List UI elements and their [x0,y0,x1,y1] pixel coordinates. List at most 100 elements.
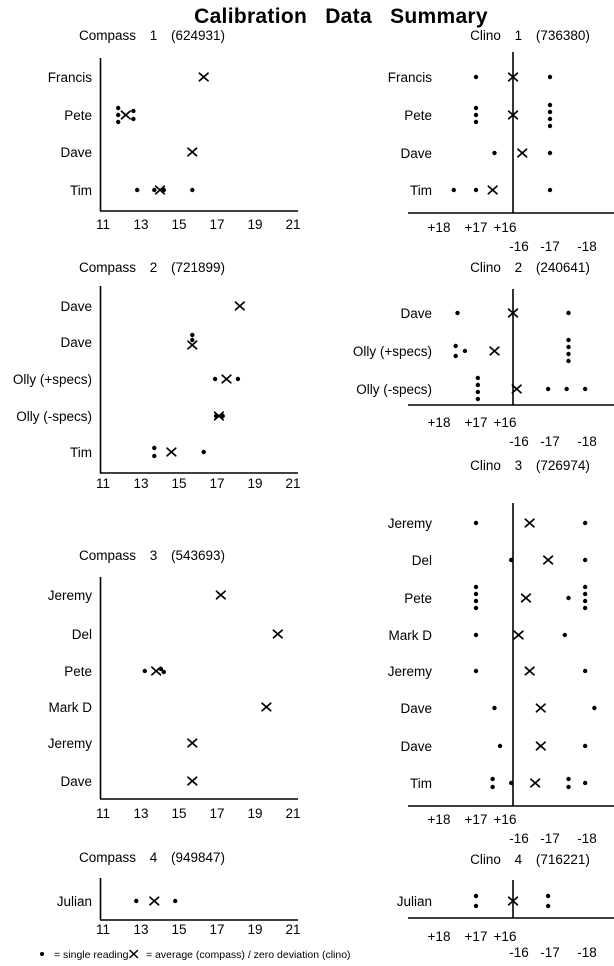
single-reading-point [582,584,588,590]
single-reading-point [473,112,479,118]
single-reading-point [131,108,136,114]
tick-label: +18 [428,812,451,827]
single-reading-point [566,784,571,790]
tick-label: 21 [285,476,300,491]
single-reading-point [582,668,588,674]
single-reading-point [508,557,514,563]
row-label: Del [72,627,92,642]
single-reading-point [492,705,497,711]
single-reading-point [562,632,567,638]
tick-label: -16 [509,434,529,449]
chart-title: Compass 1 (624931) [79,28,225,43]
row-label: Del [412,553,432,568]
tick-label: +16 [494,220,517,235]
average-marker [166,447,177,457]
tick-label: +17 [465,415,488,430]
single-reading-point [190,332,195,338]
single-reading-point [134,898,139,904]
row-label: Tim [410,183,432,198]
chart-title: Compass 3 (543693) [79,548,225,563]
single-reading-point [592,705,597,711]
tick-label: -17 [540,434,560,449]
average-marker [524,666,535,676]
chart-title: Clino 3 (726974) [470,458,590,473]
row-label: Francis [48,70,93,85]
single-reading-point [473,520,479,526]
row-label: Pete [404,108,432,123]
average-marker [198,72,209,82]
single-reading-point [497,743,503,749]
single-reading-point [142,668,147,674]
row-label: Jeremy [48,736,93,751]
row-label: Dave [60,299,92,314]
average-marker [187,340,198,350]
row-label: Dave [400,739,432,754]
single-reading-point [455,310,460,316]
row-label: Olly (-specs) [356,382,432,397]
average-marker [187,738,198,748]
single-reading-point [547,74,553,80]
row-label: Tim [70,445,92,460]
single-reading-point [453,343,458,349]
average-marker [261,702,272,712]
average-marker [543,555,554,565]
single-reading-point [566,344,571,350]
average-marker [511,384,522,394]
average-marker [530,778,541,788]
row-label: Dave [60,774,92,789]
single-reading-point [547,109,553,115]
single-reading-point [582,591,588,597]
row-label: Olly (-specs) [16,409,92,424]
row-label: Olly (+specs) [13,372,92,387]
row-label: Dave [60,335,92,350]
tick-label: 11 [96,922,110,937]
single-reading-point [453,353,458,359]
average-marker [507,896,519,906]
single-reading-point [135,187,140,193]
single-reading-point [473,591,479,597]
row-label: Olly (+specs) [353,344,432,359]
single-reading-point [462,348,468,354]
average-x-icon [129,949,139,959]
single-reading-point [547,116,553,122]
single-reading-point [473,903,479,909]
tick-label: -17 [540,831,560,846]
single-reading-point [473,105,479,111]
tick-label: 19 [247,476,262,491]
page-title: Calibration Data Summary [194,5,488,28]
row-label: Mark D [49,700,93,715]
row-label: Tim [410,776,432,791]
average-marker [535,741,546,751]
tick-label: -18 [577,945,597,960]
chart-title: Compass 2 (721899) [79,260,225,275]
row-label: Pete [64,664,92,679]
chart-title: Clino 1 (736380) [470,28,590,43]
tick-label: 13 [133,217,148,232]
average-marker [524,518,535,528]
single-reading-point [473,119,479,125]
single-reading-point [566,337,571,343]
single-reading-point [158,666,164,672]
clino-2-chart: Clino 2 (240641) +18 +17 +16 -16 -17 -18 Dave Ol… [353,260,614,449]
single-reading-point [582,605,588,611]
legend-single-reading-label: = single reading [54,949,129,961]
tick-label: +18 [428,415,451,430]
single-reading-point [475,382,481,388]
single-reading-point [161,187,166,193]
single-reading-point [545,386,551,392]
clino-4-chart: Clino 4 (716221) +18 +17 +16-16 -17 -18 Julian [397,852,614,960]
single-reading-point [545,893,551,899]
single-reading-point [582,780,588,786]
single-reading-point [475,375,481,381]
single-reading-point [473,605,479,611]
compass-4-chart: Compass 4 (949847) 11 13 15 17 19 21 Julian [57,850,301,937]
single-reading-point [473,584,479,590]
tick-label: 21 [285,217,300,232]
single-reading-point [490,784,495,790]
row-label: Dave [400,306,432,321]
average-marker [513,630,524,640]
tick-label: 15 [171,476,186,491]
single-reading-point [475,396,481,402]
tick-label: 17 [209,806,224,821]
single-reading-point [566,595,571,601]
